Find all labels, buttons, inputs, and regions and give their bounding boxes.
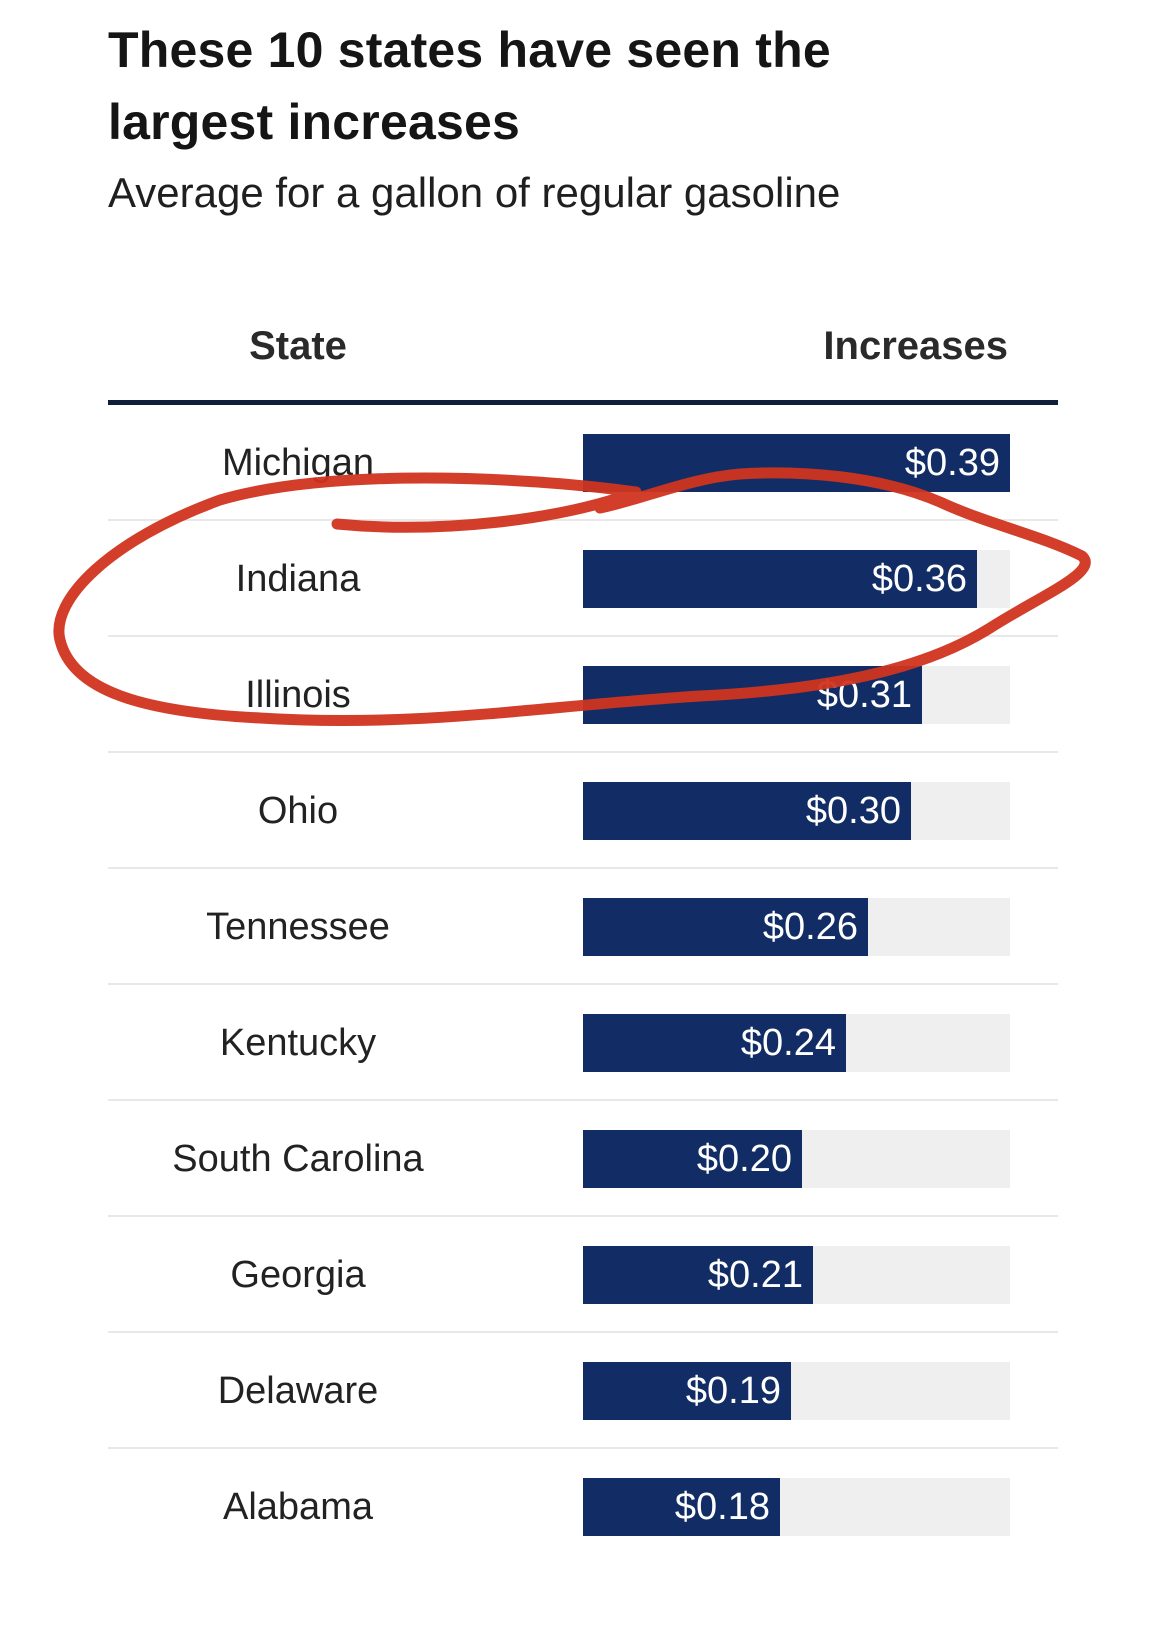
value-label: $0.30 [805, 790, 901, 832]
bar-track: $0.20 [583, 1130, 1010, 1188]
value-label: $0.31 [816, 674, 912, 716]
bar-track: $0.36 [583, 550, 1010, 608]
state-label: Illinois [245, 674, 351, 716]
bar: $0.36 [583, 550, 977, 608]
chart-subtitle: Average for a gallon of regular gasoline [108, 169, 841, 216]
bar-track: $0.31 [583, 666, 1010, 724]
state-label: Indiana [235, 558, 361, 600]
value-label: $0.39 [904, 442, 1000, 484]
table-row: Georgia $0.21 [108, 1217, 1058, 1333]
state-label: Delaware [217, 1370, 379, 1412]
state-label: Kentucky [219, 1022, 377, 1064]
table-row: Tennessee $0.26 [108, 869, 1058, 985]
bar: $0.30 [583, 782, 911, 840]
state-label: Ohio [257, 790, 339, 832]
table-row: Ohio $0.30 [108, 753, 1058, 869]
bar: $0.18 [583, 1478, 780, 1536]
table-header: State Increases [108, 300, 1058, 405]
bar-track: $0.19 [583, 1362, 1010, 1420]
table-row: Illinois $0.31 [108, 637, 1058, 753]
state-label: Tennessee [206, 906, 390, 948]
value-label: $0.36 [871, 558, 967, 600]
increases-column-header: Increases [823, 324, 1008, 368]
table-row: Kentucky $0.24 [108, 985, 1058, 1101]
table-rows: Michigan $0.39 Indiana $0.36 Illinois $0.31 Oh… [108, 405, 1058, 1565]
state-label: Alabama [223, 1486, 373, 1528]
bar-track: $0.21 [583, 1246, 1010, 1304]
bar: $0.39 [583, 434, 1010, 492]
value-label: $0.24 [740, 1022, 836, 1064]
bar: $0.20 [583, 1130, 802, 1188]
state-label: Michigan [221, 442, 375, 484]
bar-track: $0.30 [583, 782, 1010, 840]
state-label: Georgia [230, 1254, 366, 1296]
value-label: $0.18 [674, 1486, 770, 1528]
table-row: Alabama $0.18 [108, 1449, 1058, 1565]
value-label: $0.19 [685, 1370, 781, 1412]
table-row: Delaware $0.19 [108, 1333, 1058, 1449]
bar-track: $0.26 [583, 898, 1010, 956]
table-row: Michigan $0.39 [108, 405, 1058, 521]
value-label: $0.21 [707, 1254, 803, 1296]
table-row: Indiana $0.36 [108, 521, 1058, 637]
bar: $0.24 [583, 1014, 846, 1072]
chart-title: These 10 states have seen the largest in… [108, 22, 831, 150]
table-row: South Carolina $0.20 [108, 1101, 1058, 1217]
bar-track: $0.24 [583, 1014, 1010, 1072]
bar: $0.26 [583, 898, 868, 956]
bar: $0.31 [583, 666, 922, 724]
bar: $0.21 [583, 1246, 813, 1304]
bar-track: $0.39 [583, 434, 1010, 492]
bar-table: State Increases Michigan $0.39 Indiana $0.3… [108, 300, 1058, 1565]
bar-track: $0.18 [583, 1478, 1010, 1536]
state-column-header: State [249, 324, 347, 368]
value-label: $0.26 [762, 906, 858, 948]
state-label: South Carolina [172, 1138, 424, 1180]
value-label: $0.20 [696, 1138, 792, 1180]
bar: $0.19 [583, 1362, 791, 1420]
